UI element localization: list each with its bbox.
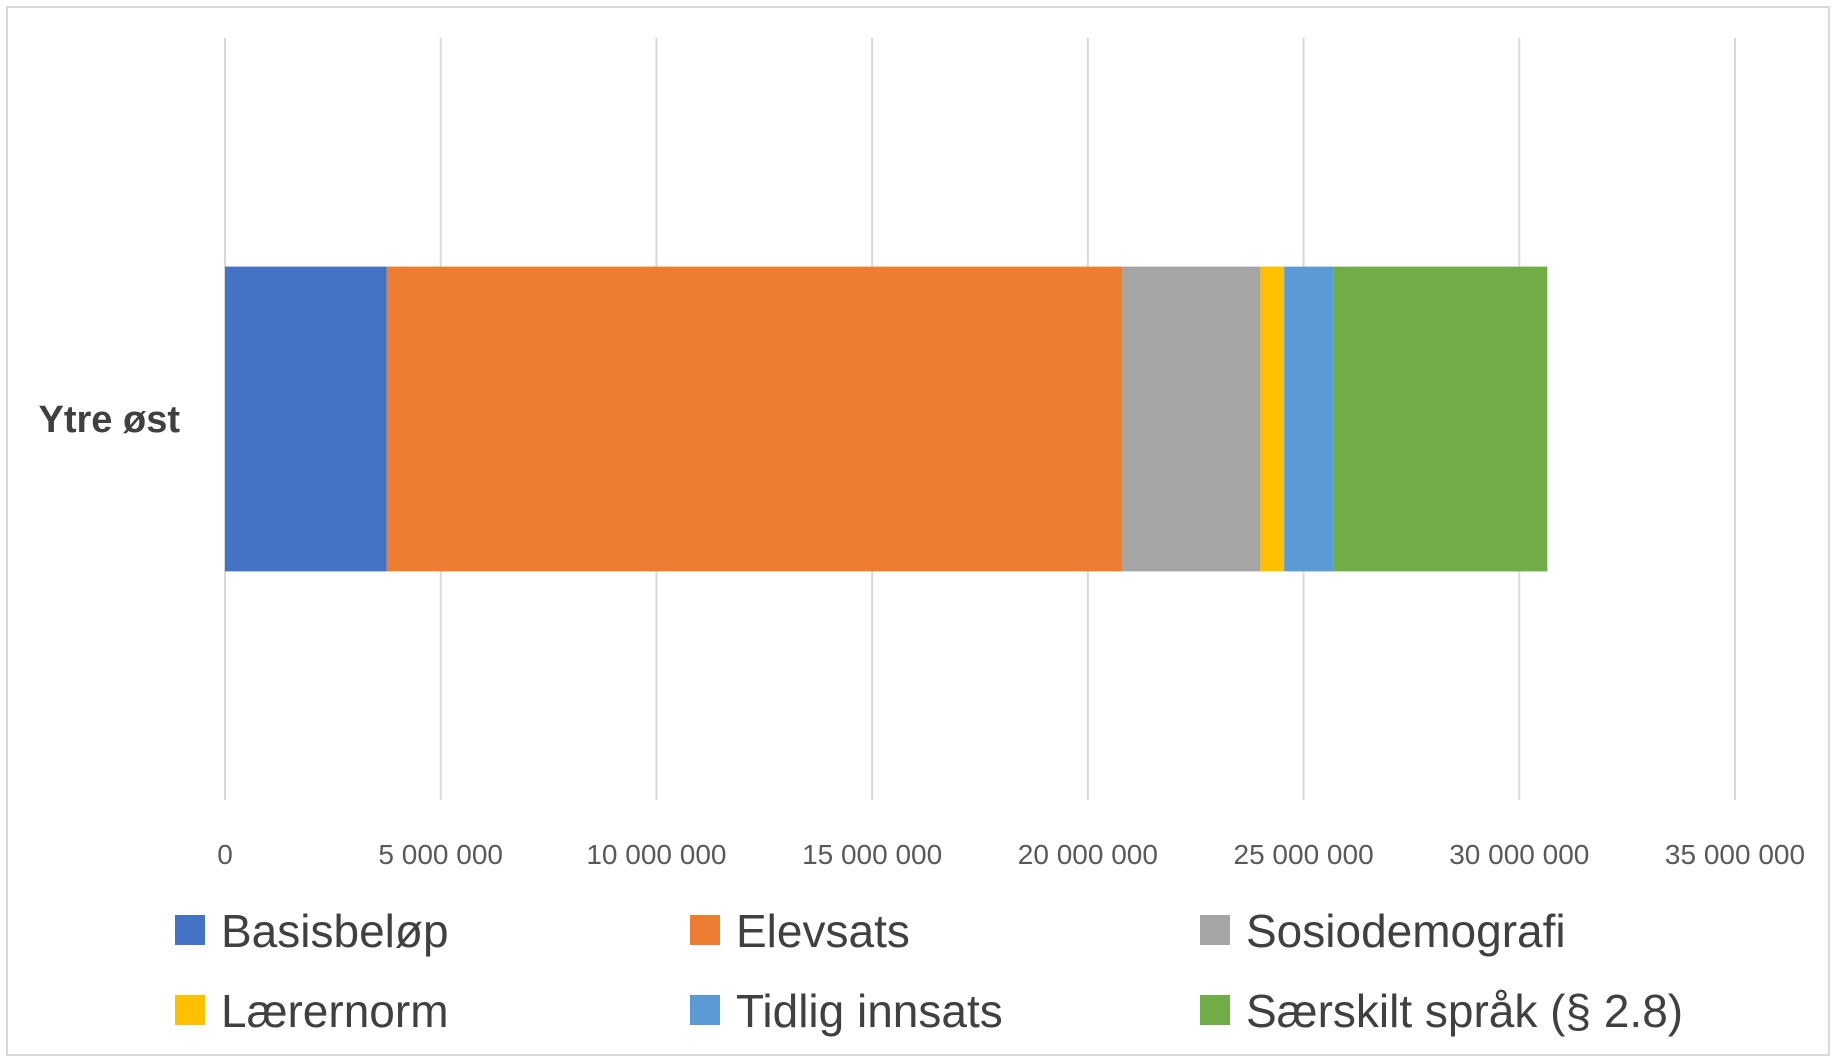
- bar-segment-1: [225, 266, 387, 572]
- category-labels: Ytre øst: [39, 399, 181, 441]
- legend-label: Lærernorm: [221, 985, 449, 1037]
- legend-label: Sosiodemografi: [1246, 905, 1566, 957]
- x-tick-label: 15 000 000: [802, 839, 942, 870]
- bar-segment-2: [386, 266, 1123, 572]
- x-tick-label: 10 000 000: [586, 839, 726, 870]
- legend: Basisbeløp Elevsats Sosiodemografi Lærernor…: [175, 905, 1683, 1037]
- legend-swatch: [690, 915, 720, 945]
- legend-label: Elevsats: [736, 905, 910, 957]
- x-tick-label: 0: [217, 839, 233, 870]
- category-label: Ytre øst: [39, 399, 181, 441]
- legend-swatch: [1200, 995, 1230, 1025]
- legend-swatch: [1200, 915, 1230, 945]
- legend-label: Særskilt språk (§ 2.8): [1246, 985, 1683, 1037]
- legend-swatch: [690, 995, 720, 1025]
- bar-segments: [225, 266, 1548, 572]
- legend-label: Tidlig innsats: [736, 985, 1003, 1037]
- x-tick-label: 20 000 000: [1018, 839, 1158, 870]
- x-tick-label: 5 000 000: [378, 839, 503, 870]
- x-tick-label: 25 000 000: [1234, 839, 1374, 870]
- bar-segment-6: [1333, 266, 1548, 572]
- bar-segment-4: [1260, 266, 1285, 572]
- x-tick-label: 30 000 000: [1449, 839, 1589, 870]
- legend-swatch: [175, 915, 205, 945]
- legend-swatch: [175, 995, 205, 1025]
- x-axis-tick-labels: 0 5 000 000 10 000 000 15 000 000 20 000 000…: [217, 839, 1805, 870]
- legend-label: Basisbeløp: [221, 905, 449, 957]
- x-tick-label: 35 000 000: [1665, 839, 1805, 870]
- bar-segment-3: [1122, 266, 1261, 572]
- bar-segment-5: [1284, 266, 1334, 572]
